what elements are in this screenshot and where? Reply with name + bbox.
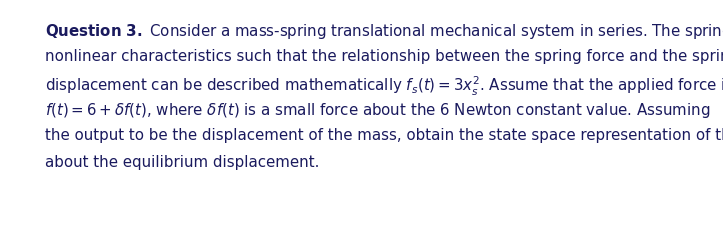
Text: $f(t) = 6 + \delta f(t)$, where $\delta f(t)$ is a small force about the 6 Newto: $f(t) = 6 + \delta f(t)$, where $\delta … [45,101,710,120]
Text: the output to be the displacement of the mass, obtain the state space representa: the output to be the displacement of the… [45,128,723,143]
Text: nonlinear characteristics such that the relationship between the spring force an: nonlinear characteristics such that the … [45,49,723,63]
Text: $\mathbf{Question\ 3.}$ Consider a mass-spring translational mechanical system i: $\mathbf{Question\ 3.}$ Consider a mass-… [45,22,723,41]
Text: about the equilibrium displacement.: about the equilibrium displacement. [45,155,320,169]
Text: displacement can be described mathematically $f_s(t) = 3x_s^2$. Assume that the : displacement can be described mathematic… [45,75,723,98]
